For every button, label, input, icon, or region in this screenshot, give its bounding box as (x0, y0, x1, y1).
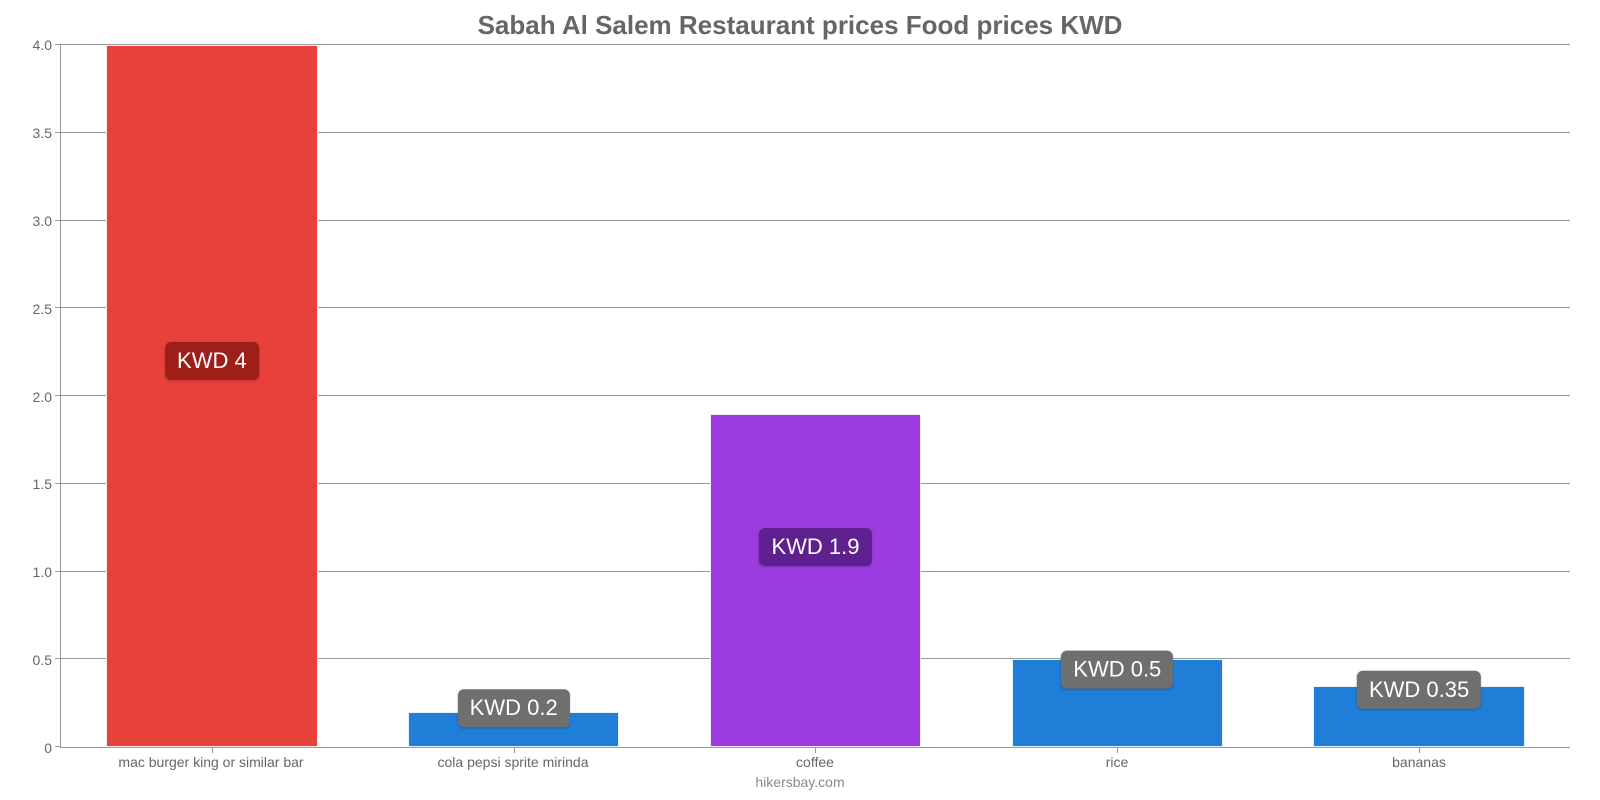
bar-value-label: KWD 0.5 (1061, 651, 1173, 689)
x-tick-mark (212, 747, 213, 753)
plot-area: KWD 4 KWD 0.2 KWD 1.9 KWD 0.5 KWD 0.35 (60, 45, 1570, 748)
chart-container: Sabah Al Salem Restaurant prices Food pr… (0, 0, 1600, 800)
bar: KWD 0.35 (1313, 686, 1524, 747)
y-tick-label: 0 (44, 740, 52, 756)
bar-value-label: KWD 0.35 (1357, 670, 1481, 708)
bars-layer: KWD 4 KWD 0.2 KWD 1.9 KWD 0.5 KWD 0.35 (61, 45, 1570, 747)
bar: KWD 0.2 (408, 712, 619, 747)
x-tick-mark (815, 747, 816, 753)
chart-footer: hikersbay.com (0, 770, 1600, 800)
x-axis: mac burger king or similar barcola pepsi… (0, 748, 1600, 770)
y-tick-label: 3.0 (33, 213, 52, 229)
bar-value-label: KWD 1.9 (759, 528, 871, 566)
bar-slot: KWD 0.5 (966, 45, 1268, 747)
bar-value-label: KWD 0.2 (458, 689, 570, 727)
plot-row: 00.51.01.52.02.53.03.54.0 KWD 4KWD 0.2KW… (0, 45, 1600, 748)
bar-value-label: KWD 4 (165, 342, 259, 380)
bar: KWD 0.5 (1012, 659, 1223, 747)
y-tick-label: 3.5 (33, 125, 52, 141)
bar-slot: KWD 1.9 (665, 45, 967, 747)
y-tick-label: 2.0 (33, 389, 52, 405)
bar: KWD 1.9 (710, 414, 921, 747)
bar-slot: KWD 0.35 (1268, 45, 1570, 747)
chart-title: Sabah Al Salem Restaurant prices Food pr… (0, 0, 1600, 45)
bar-slot: KWD 0.2 (363, 45, 665, 747)
y-tick-label: 1.5 (33, 476, 52, 492)
bar-slot: KWD 4 (61, 45, 363, 747)
y-axis: 00.51.01.52.02.53.03.54.0 (10, 45, 60, 748)
y-tick-label: 1.0 (33, 564, 52, 580)
bar: KWD 4 (106, 45, 317, 747)
y-tick-label: 4.0 (33, 37, 52, 53)
y-tick-label: 0.5 (33, 652, 52, 668)
bar-outline (710, 414, 921, 747)
x-tick-mark (1117, 747, 1118, 753)
x-tick-mark (514, 747, 515, 753)
y-tick-label: 2.5 (33, 301, 52, 317)
bar-outline (106, 45, 317, 747)
x-tick-mark (1419, 747, 1420, 753)
